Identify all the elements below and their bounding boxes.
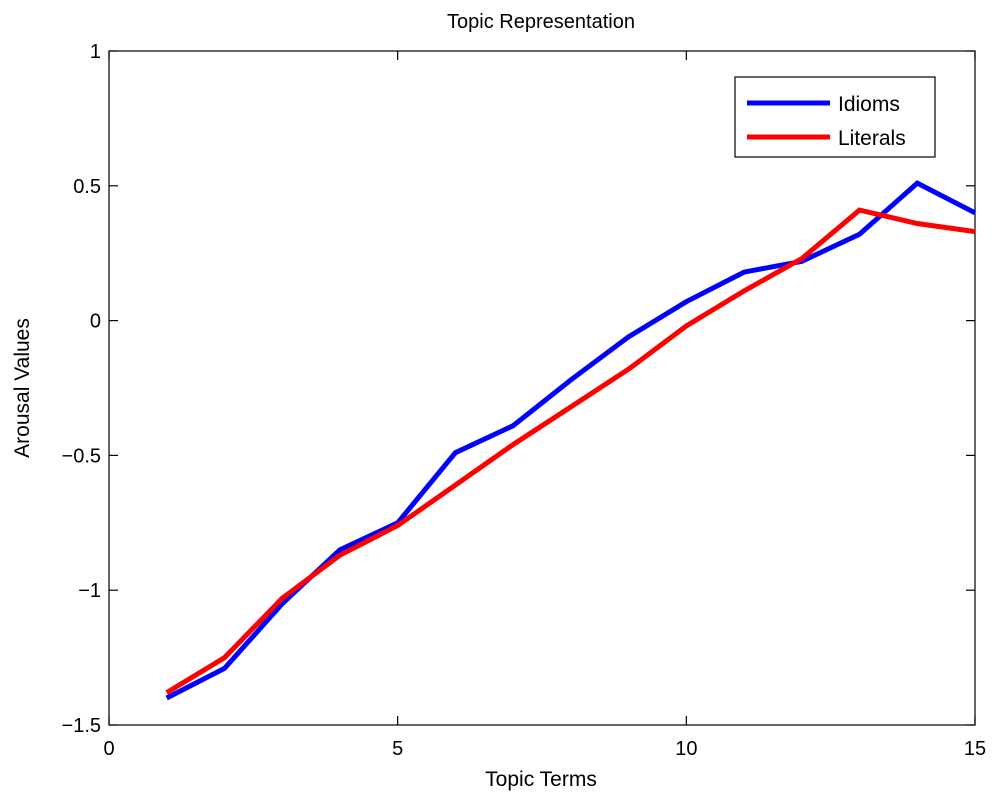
plot-frame xyxy=(108,50,976,726)
legend: Idioms Literals xyxy=(734,76,936,158)
y-tick-label: 1 xyxy=(90,41,101,63)
x-tick-label: 15 xyxy=(964,738,986,760)
legend-label: Literals xyxy=(838,127,906,150)
series-layer xyxy=(165,180,977,701)
y-tick-label: −0.5 xyxy=(62,445,101,467)
plot-area xyxy=(108,50,976,726)
x-tick-label: 5 xyxy=(392,738,403,760)
y-tick-label: −1.5 xyxy=(62,715,101,737)
y-tick-label: −1 xyxy=(78,580,101,602)
y-tick-label: 0 xyxy=(90,311,101,333)
series-line-literals xyxy=(165,207,976,695)
x-axis: 0 5 10 15 xyxy=(103,51,986,760)
chart-title: Topic Representation xyxy=(447,11,635,33)
x-axis-label: Topic Terms xyxy=(485,768,597,791)
y-axis: −1.5 −1 −0.5 0 0.5 1 xyxy=(62,41,975,737)
x-tick-label: 10 xyxy=(675,738,697,760)
legend-box xyxy=(734,76,936,158)
x-tick-label: 0 xyxy=(103,738,114,760)
y-tick-label: 0.5 xyxy=(73,176,101,198)
legend-label: Idioms xyxy=(838,93,900,116)
y-axis-label: Arousal Values xyxy=(11,318,34,458)
